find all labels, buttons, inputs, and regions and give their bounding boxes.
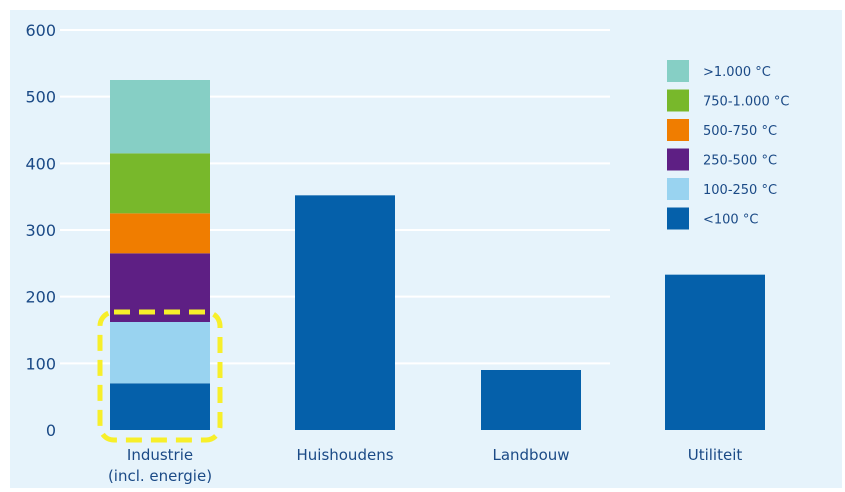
- legend-label: 100-250 °C: [703, 183, 777, 198]
- legend-label: >1.000 °C: [703, 65, 771, 80]
- x-tick-label-line: Landbouw: [492, 446, 569, 464]
- bar-segment: [295, 195, 395, 430]
- highlight: [97, 309, 223, 443]
- legend-label: 500-750 °C: [703, 124, 777, 139]
- legend-swatch: [667, 89, 689, 112]
- legend-swatch: [667, 207, 689, 230]
- y-tick-label: 400: [25, 154, 56, 173]
- bar-segment: [110, 213, 210, 254]
- legend-swatch: [667, 148, 689, 171]
- legend-label: 750-1.000 °C: [703, 95, 789, 110]
- x-tick-label: Industrie (incl. energie): [108, 446, 212, 485]
- y-tick-label: 300: [25, 221, 56, 240]
- x-axis: Industrie (incl. energie) Huishoudens Landb…: [108, 446, 742, 485]
- legend-swatch: [667, 119, 689, 141]
- bar-segment: [110, 80, 210, 154]
- y-tick-label: 100: [25, 354, 56, 373]
- x-tick-label: Utiliteit: [688, 446, 743, 464]
- bars: [110, 80, 765, 430]
- x-tick-label-line: Industrie: [127, 446, 193, 464]
- bar-segment: [110, 153, 210, 214]
- y-tick-label: 200: [25, 288, 56, 307]
- legend-swatch: [667, 178, 689, 200]
- y-tick-label: 600: [25, 21, 56, 40]
- x-tick-label-line: Utiliteit: [688, 446, 743, 464]
- legend-label: <100 °C: [703, 213, 758, 228]
- bar-segment: [665, 274, 765, 430]
- bar-segment: [110, 383, 210, 430]
- y-axis: 0 100 200 300 400 500 600: [25, 21, 56, 440]
- bar-segment: [481, 370, 581, 430]
- x-tick-label-line: Huishoudens: [296, 446, 393, 464]
- legend-swatch: [667, 60, 689, 82]
- x-tick-label: Huishoudens: [296, 446, 393, 464]
- x-tick-label: Landbouw: [492, 446, 569, 464]
- y-tick-label: 500: [25, 88, 56, 107]
- legend: >1.000 °C 750-1.000 °C 500-750 °C 250-500 °…: [667, 60, 789, 230]
- highlight-box: [97, 309, 223, 443]
- x-tick-label-line: (incl. energie): [108, 467, 212, 485]
- y-tick-label: 0: [46, 421, 56, 440]
- bar-segment: [110, 322, 210, 384]
- legend-label: 250-500 °C: [703, 154, 777, 169]
